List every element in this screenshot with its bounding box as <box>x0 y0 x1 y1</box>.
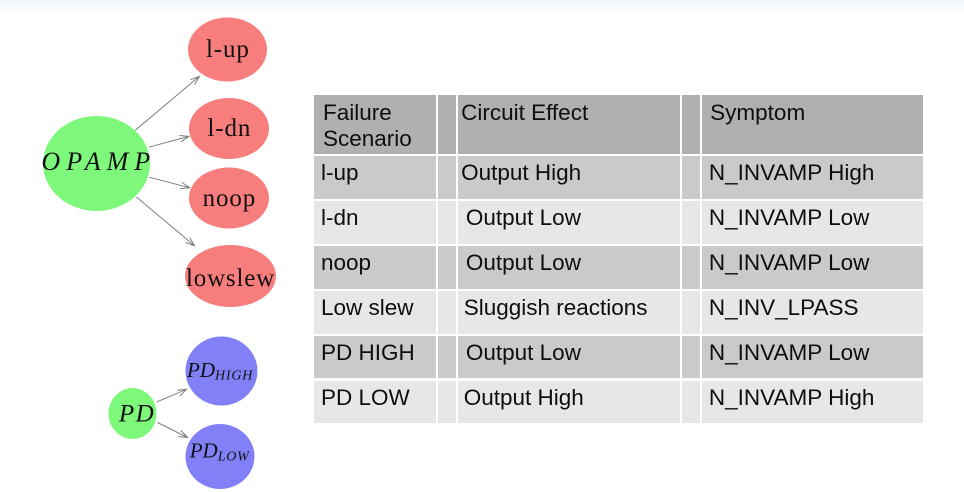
svg-text:l-dn: l-dn <box>207 115 251 142</box>
svg-text:noop: noop <box>203 185 257 212</box>
svg-text:OPAMP: OPAMP <box>41 147 156 176</box>
svg-text:PD: PD <box>118 401 155 428</box>
svg-text:l-up: l-up <box>206 36 250 63</box>
svg-text:lowslew: lowslew <box>186 265 275 292</box>
